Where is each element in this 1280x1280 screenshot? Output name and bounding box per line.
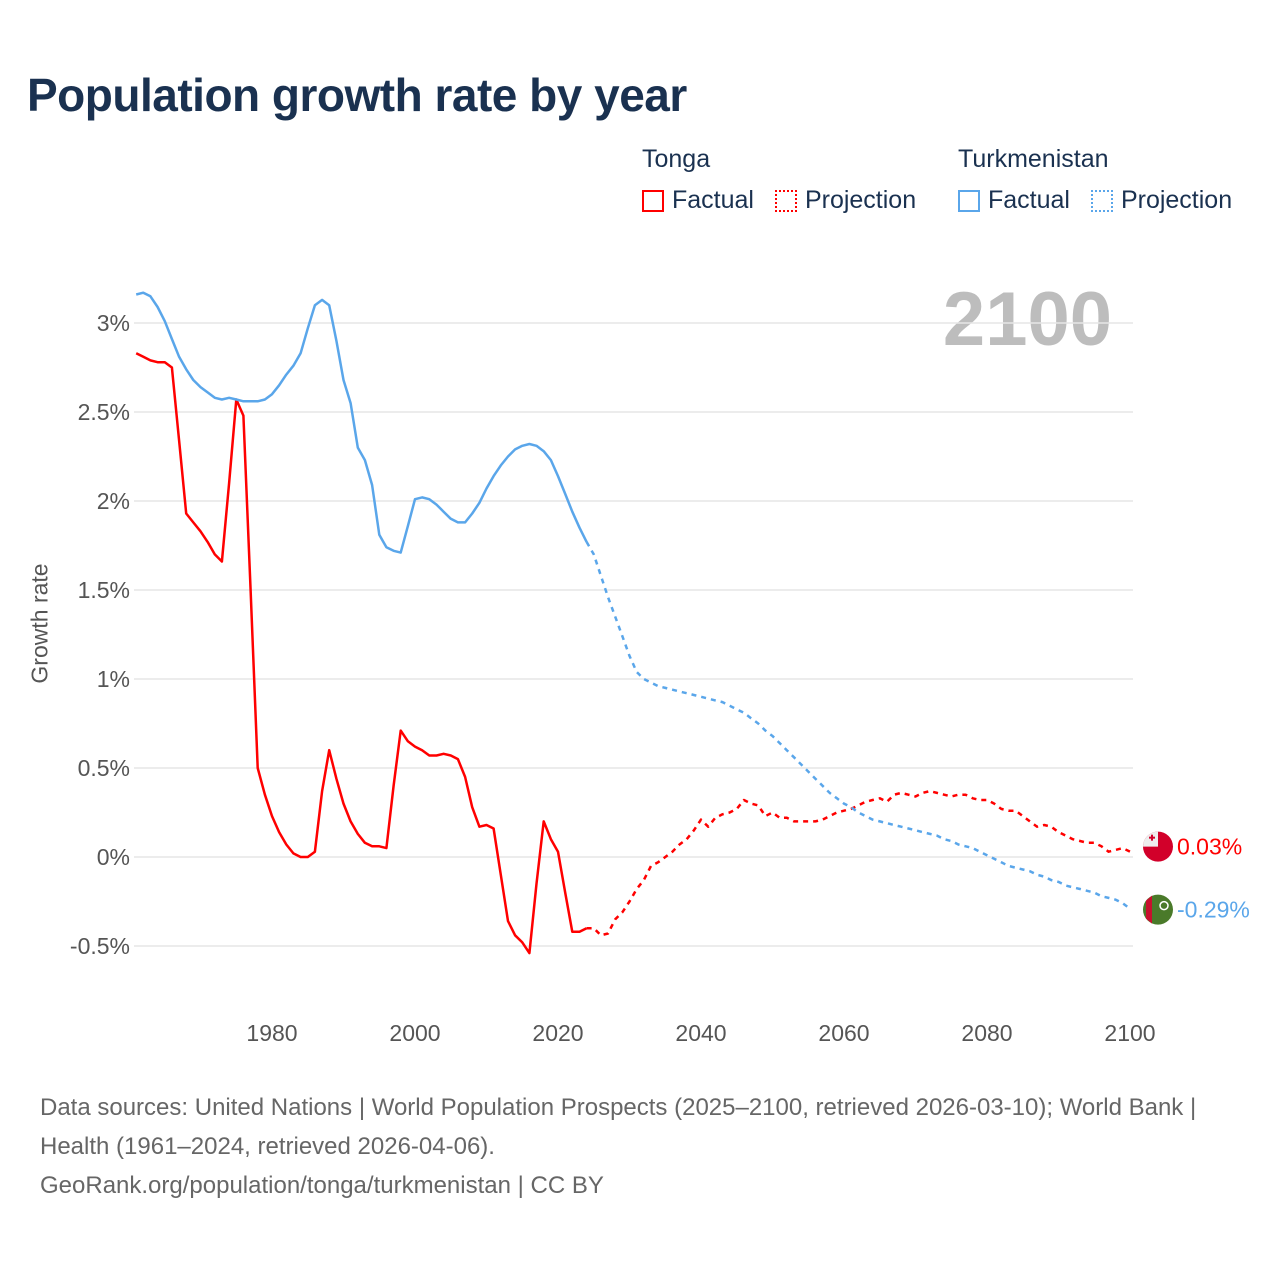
legend-turkmenistan: Turkmenistan Factual Projection xyxy=(958,145,1246,219)
solid-swatch-icon xyxy=(642,189,664,212)
legend-label: Projection xyxy=(804,186,917,214)
line-chart: -0.5% 0% 0.5% 1% 1.5% 2% 2.5% 3% 1980 2000 2020 20… xyxy=(70,291,1250,1046)
series-lines xyxy=(135,291,1131,955)
dotted-swatch-icon xyxy=(774,189,797,212)
legend-label: Factual xyxy=(672,186,754,214)
x-tick-label: 2040 xyxy=(675,1020,726,1046)
y-tick-label: 1.5% xyxy=(78,577,130,603)
y-tick-labels: -0.5% 0% 0.5% 1% 1.5% 2% 2.5% 3% xyxy=(70,310,130,959)
x-tick-label: 2000 xyxy=(389,1020,440,1046)
year-watermark: 2100 xyxy=(942,277,1112,362)
legend-group-label: Turkmenistan xyxy=(958,145,1109,173)
x-tick-label: 2100 xyxy=(1104,1020,1155,1046)
tonga-end-label: 0.03% xyxy=(1177,834,1242,860)
turkmenistan-flag-icon xyxy=(1143,894,1173,925)
footer: Data sources: United Nations | World Pop… xyxy=(40,1088,1240,1205)
y-tick-label: 0% xyxy=(97,844,130,870)
legend-tonga: Tonga Factual Projection xyxy=(642,145,930,219)
y-tick-label: -0.5% xyxy=(70,933,130,959)
turkmenistan-projection-line xyxy=(585,541,1131,910)
gridlines xyxy=(134,322,1133,947)
legend-tonga-factual[interactable]: Factual xyxy=(642,186,754,215)
x-tick-labels: 1980 2000 2020 2040 2060 2080 2100 xyxy=(246,1020,1155,1046)
legend-tonga-projection[interactable]: Projection xyxy=(774,186,917,215)
x-tick-label: 1980 xyxy=(246,1020,297,1046)
source-link[interactable]: GeoRank.org/population/tonga/turkmenista… xyxy=(40,1172,604,1199)
x-tick-label: 2020 xyxy=(532,1020,583,1046)
y-tick-label: 2.5% xyxy=(78,399,130,425)
data-sources: Data sources: United Nations | World Pop… xyxy=(40,1094,1197,1160)
solid-swatch-icon xyxy=(958,189,980,212)
y-tick-label: 2% xyxy=(97,488,130,514)
tonga-projection-line xyxy=(586,789,1131,937)
turkmenistan-factual-line xyxy=(135,291,588,554)
y-tick-label: 1% xyxy=(97,666,130,692)
x-tick-label: 2060 xyxy=(818,1020,869,1046)
legend-label: Factual xyxy=(988,186,1070,214)
y-tick-label: 0.5% xyxy=(78,755,130,781)
legend-group-label: Tonga xyxy=(642,145,711,173)
y-tick-label: 3% xyxy=(97,310,130,336)
dotted-swatch-icon xyxy=(1090,189,1113,212)
end-markers: 0.03% -0.29% xyxy=(1143,831,1250,925)
legend-label: Projection xyxy=(1120,186,1233,214)
x-tick-label: 2080 xyxy=(961,1020,1012,1046)
chart-title: Population growth rate by year xyxy=(27,69,687,121)
legend-turkmenistan-factual[interactable]: Factual xyxy=(958,186,1070,215)
legend-turkmenistan-projection[interactable]: Projection xyxy=(1090,186,1233,215)
turkmenistan-end-label: -0.29% xyxy=(1177,897,1250,923)
tonga-flag-icon xyxy=(1143,831,1173,862)
tonga-factual-line xyxy=(135,352,588,955)
